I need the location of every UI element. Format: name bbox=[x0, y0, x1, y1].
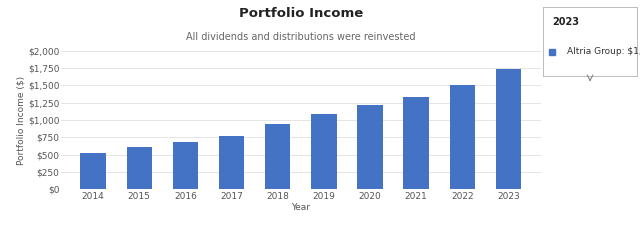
Bar bbox=[127, 147, 152, 189]
Bar bbox=[496, 69, 521, 189]
Y-axis label: Portfolio Income ($): Portfolio Income ($) bbox=[16, 76, 25, 165]
Bar bbox=[265, 124, 291, 189]
Text: All dividends and distributions were reinvested: All dividends and distributions were rei… bbox=[186, 32, 415, 42]
Bar bbox=[173, 142, 198, 189]
Bar bbox=[311, 114, 337, 189]
X-axis label: Year: Year bbox=[291, 203, 310, 212]
Text: Altria Group: $1,734: Altria Group: $1,734 bbox=[567, 48, 640, 56]
Text: 2023: 2023 bbox=[552, 17, 579, 27]
Bar bbox=[219, 136, 244, 189]
Bar bbox=[81, 153, 106, 189]
Text: Portfolio Income: Portfolio Income bbox=[239, 7, 363, 20]
Bar bbox=[357, 105, 383, 189]
Bar bbox=[450, 85, 475, 189]
Bar bbox=[403, 97, 429, 189]
